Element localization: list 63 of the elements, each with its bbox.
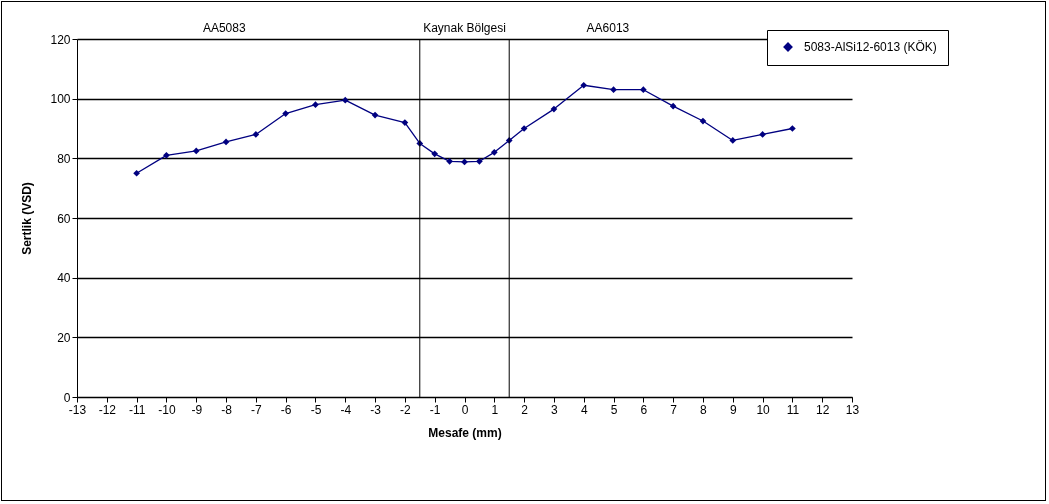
x-tick-label: 10	[756, 402, 771, 417]
x-tick-label: 0	[461, 402, 469, 417]
x-tick-label: -7	[251, 402, 263, 417]
x-tick-label: -1	[429, 402, 441, 417]
x-tick-label: 1	[491, 402, 499, 417]
y-tick-label: 80	[57, 151, 71, 166]
x-tick-label: -8	[221, 402, 233, 417]
y-tick-label: 20	[57, 330, 71, 345]
x-tick-label: -4	[340, 402, 352, 417]
point	[476, 157, 483, 165]
point	[729, 137, 737, 144]
point	[789, 125, 796, 132]
y-tick-label: 60	[57, 211, 71, 226]
point	[490, 149, 498, 156]
x-tick-label: -3	[370, 402, 382, 417]
x-tick-label: 6	[640, 402, 648, 417]
point	[282, 110, 290, 117]
x-tick-label: -2	[400, 402, 412, 417]
x-tick-label: -9	[191, 402, 203, 417]
point	[163, 152, 170, 159]
text: AA6013	[586, 21, 630, 35]
point	[341, 96, 349, 104]
point	[371, 111, 379, 119]
point	[446, 157, 453, 165]
x-tick-label: -5	[310, 402, 322, 417]
legend-label: 5083-AlSi12-6013 (KÖK)	[804, 40, 937, 54]
point	[550, 105, 558, 113]
point	[669, 102, 677, 110]
x-tick-label: -11	[128, 402, 146, 417]
x-tick-label: 2	[521, 402, 529, 417]
x-axis-title: Mesafe (mm)	[428, 425, 502, 440]
y-tick-label: 0	[63, 390, 71, 405]
point	[759, 131, 766, 138]
point	[699, 117, 707, 125]
x-tick-label: 4	[580, 402, 588, 417]
point	[639, 86, 647, 94]
text: AA5083	[202, 21, 246, 35]
x-tick-label: -13	[68, 402, 87, 417]
x-tick-label: 13	[845, 402, 860, 417]
point	[222, 138, 230, 146]
x-tick-label: 9	[729, 402, 737, 417]
y-axis-title: Sertlik (VSD)	[20, 182, 35, 255]
point	[431, 150, 439, 158]
point	[580, 81, 588, 89]
x-tick-label: 11	[786, 402, 800, 417]
y-tick-label: 120	[50, 32, 71, 47]
x-tick-label: 12	[816, 402, 830, 417]
y-tick-label: 40	[57, 271, 71, 286]
point	[252, 131, 260, 138]
x-tick-label: -6	[280, 402, 292, 417]
point	[192, 147, 200, 155]
x-tick-label: 3	[551, 402, 559, 417]
point	[312, 101, 319, 108]
x-tick-label: -10	[158, 402, 176, 417]
point	[133, 169, 140, 177]
y-tick-label: 100	[50, 92, 71, 107]
x-tick-label: 5	[610, 402, 618, 417]
x-tick-label: -12	[98, 402, 117, 417]
point	[610, 86, 617, 94]
x-tick-label: 8	[700, 402, 708, 417]
point	[401, 119, 409, 126]
text: Kaynak Bölgesi	[423, 21, 506, 35]
x-tick-label: 7	[670, 402, 678, 417]
